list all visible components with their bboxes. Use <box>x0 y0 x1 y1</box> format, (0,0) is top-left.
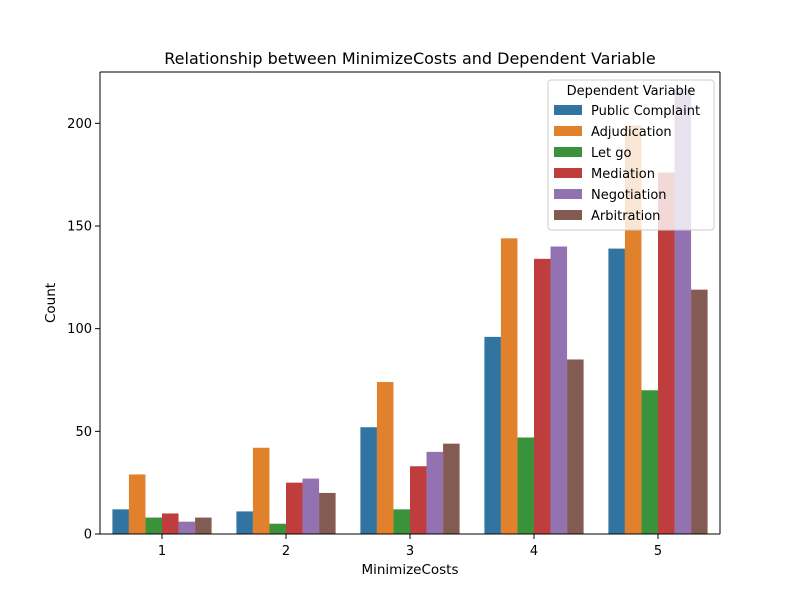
bar <box>195 517 212 534</box>
y-tick-label: 0 <box>84 528 92 543</box>
bar <box>608 248 625 534</box>
legend-label: Arbitration <box>591 209 660 224</box>
bar <box>286 482 303 534</box>
bar <box>360 427 377 534</box>
bar <box>236 511 253 534</box>
bar <box>641 390 658 534</box>
bar <box>319 492 336 534</box>
bar <box>302 478 320 534</box>
x-tick-label: 3 <box>406 544 414 559</box>
legend-label: Adjudication <box>591 125 672 140</box>
legend-label: Negotiation <box>591 188 667 203</box>
bar <box>550 246 568 534</box>
bar <box>691 289 708 534</box>
bar <box>376 382 394 534</box>
bar <box>162 513 179 534</box>
y-tick-label: 100 <box>67 322 92 337</box>
bar <box>410 466 427 534</box>
x-tick-label: 5 <box>654 544 662 559</box>
x-axis-label: MinimizeCosts <box>361 562 458 578</box>
legend-box <box>547 79 715 231</box>
bar <box>269 523 286 534</box>
legend-label: Let go <box>591 146 631 161</box>
legend-swatch <box>554 168 582 178</box>
x-tick-label: 4 <box>530 544 538 559</box>
bar <box>567 359 584 534</box>
legend-swatch <box>554 126 582 136</box>
y-axis-label: Count <box>43 283 59 323</box>
bar <box>658 172 675 535</box>
bar <box>252 447 270 534</box>
bar <box>178 521 196 534</box>
legend-swatch <box>554 189 582 199</box>
bar <box>534 258 551 534</box>
bar <box>393 509 410 534</box>
bar <box>128 474 146 534</box>
axes-group: 0 50 100 150 200 1 2 3 4 5 <box>67 71 721 559</box>
legend-label: Public Complaint <box>591 104 700 119</box>
bar <box>145 517 162 534</box>
bar <box>426 451 444 534</box>
legend: Dependent Variable Public Complaint Adjudi… <box>547 79 715 231</box>
y-tick-label: 200 <box>67 117 92 132</box>
legend-label: Mediation <box>591 167 655 182</box>
legend-title: Dependent Variable <box>567 84 696 99</box>
bar <box>484 336 501 534</box>
legend-swatch <box>554 105 582 115</box>
chart-title: Relationship between MinimizeCosts and D… <box>164 49 655 68</box>
y-tick-label: 50 <box>75 425 92 440</box>
bar <box>443 443 460 534</box>
legend-swatch <box>554 210 582 220</box>
legend-swatch <box>554 147 582 157</box>
x-tick-label: 2 <box>282 544 290 559</box>
y-tick-label: 150 <box>67 220 92 235</box>
x-tick-label: 1 <box>158 544 166 559</box>
bar <box>500 238 518 534</box>
bar <box>112 509 129 534</box>
bar <box>517 437 534 534</box>
